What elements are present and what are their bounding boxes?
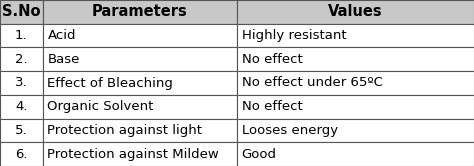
Bar: [0, 71, 43, 95]
Text: Organic Solvent: Organic Solvent: [47, 100, 154, 113]
Text: 1.: 1.: [15, 29, 27, 42]
Bar: [237, 142, 474, 166]
Text: Base: Base: [47, 53, 80, 66]
Text: 4.: 4.: [15, 100, 27, 113]
Bar: [0, 119, 43, 142]
Text: No effect: No effect: [242, 100, 302, 113]
Text: Acid: Acid: [47, 29, 76, 42]
Text: S.No: S.No: [2, 4, 41, 19]
Text: 3.: 3.: [15, 77, 27, 89]
Text: Good: Good: [242, 148, 277, 161]
Bar: [0, 95, 43, 119]
Text: Highly resistant: Highly resistant: [242, 29, 346, 42]
Text: 6.: 6.: [15, 148, 27, 161]
Text: Values: Values: [328, 4, 383, 19]
Bar: [237, 47, 474, 71]
Bar: [0, 142, 43, 166]
Text: 2.: 2.: [15, 53, 27, 66]
Bar: [237, 71, 474, 95]
Bar: [237, 119, 474, 142]
Bar: [0, 24, 43, 47]
Bar: [43, 95, 237, 119]
Text: Looses energy: Looses energy: [242, 124, 338, 137]
Bar: [0, 0, 43, 24]
Text: Parameters: Parameters: [92, 4, 188, 19]
Bar: [43, 119, 237, 142]
Text: Protection against light: Protection against light: [47, 124, 202, 137]
Text: Effect of Bleaching: Effect of Bleaching: [47, 77, 173, 89]
Bar: [237, 0, 474, 24]
Text: Protection against Mildew: Protection against Mildew: [47, 148, 219, 161]
Bar: [43, 71, 237, 95]
Bar: [43, 47, 237, 71]
Text: No effect: No effect: [242, 53, 302, 66]
Text: No effect under 65ºC: No effect under 65ºC: [242, 77, 383, 89]
Bar: [43, 24, 237, 47]
Bar: [43, 142, 237, 166]
Bar: [237, 95, 474, 119]
Bar: [237, 24, 474, 47]
Text: 5.: 5.: [15, 124, 27, 137]
Bar: [43, 0, 237, 24]
Bar: [0, 47, 43, 71]
